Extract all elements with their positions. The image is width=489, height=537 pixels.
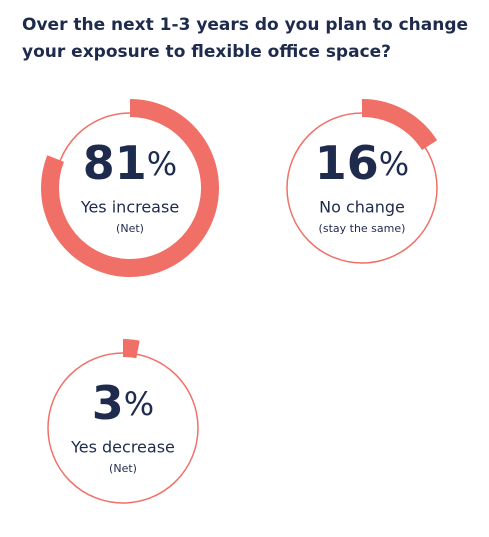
category-label: Yes increase bbox=[80, 198, 179, 217]
category-note: (Net) bbox=[109, 462, 137, 475]
value-label: 3% bbox=[92, 376, 154, 430]
chart-title: Over the next 1-3 years do you plan to c… bbox=[22, 15, 469, 62]
category-note: (stay the same) bbox=[319, 222, 406, 235]
ring bbox=[47, 352, 199, 504]
category-label: No change bbox=[319, 198, 405, 217]
value-label: 16% bbox=[315, 136, 409, 190]
category-label: Yes decrease bbox=[70, 438, 175, 457]
gauge-arc bbox=[122, 339, 140, 359]
gauge-arc bbox=[361, 99, 438, 151]
value-label: 81% bbox=[83, 136, 177, 190]
category-note: (Net) bbox=[116, 222, 144, 235]
gauge-arc bbox=[41, 99, 219, 277]
